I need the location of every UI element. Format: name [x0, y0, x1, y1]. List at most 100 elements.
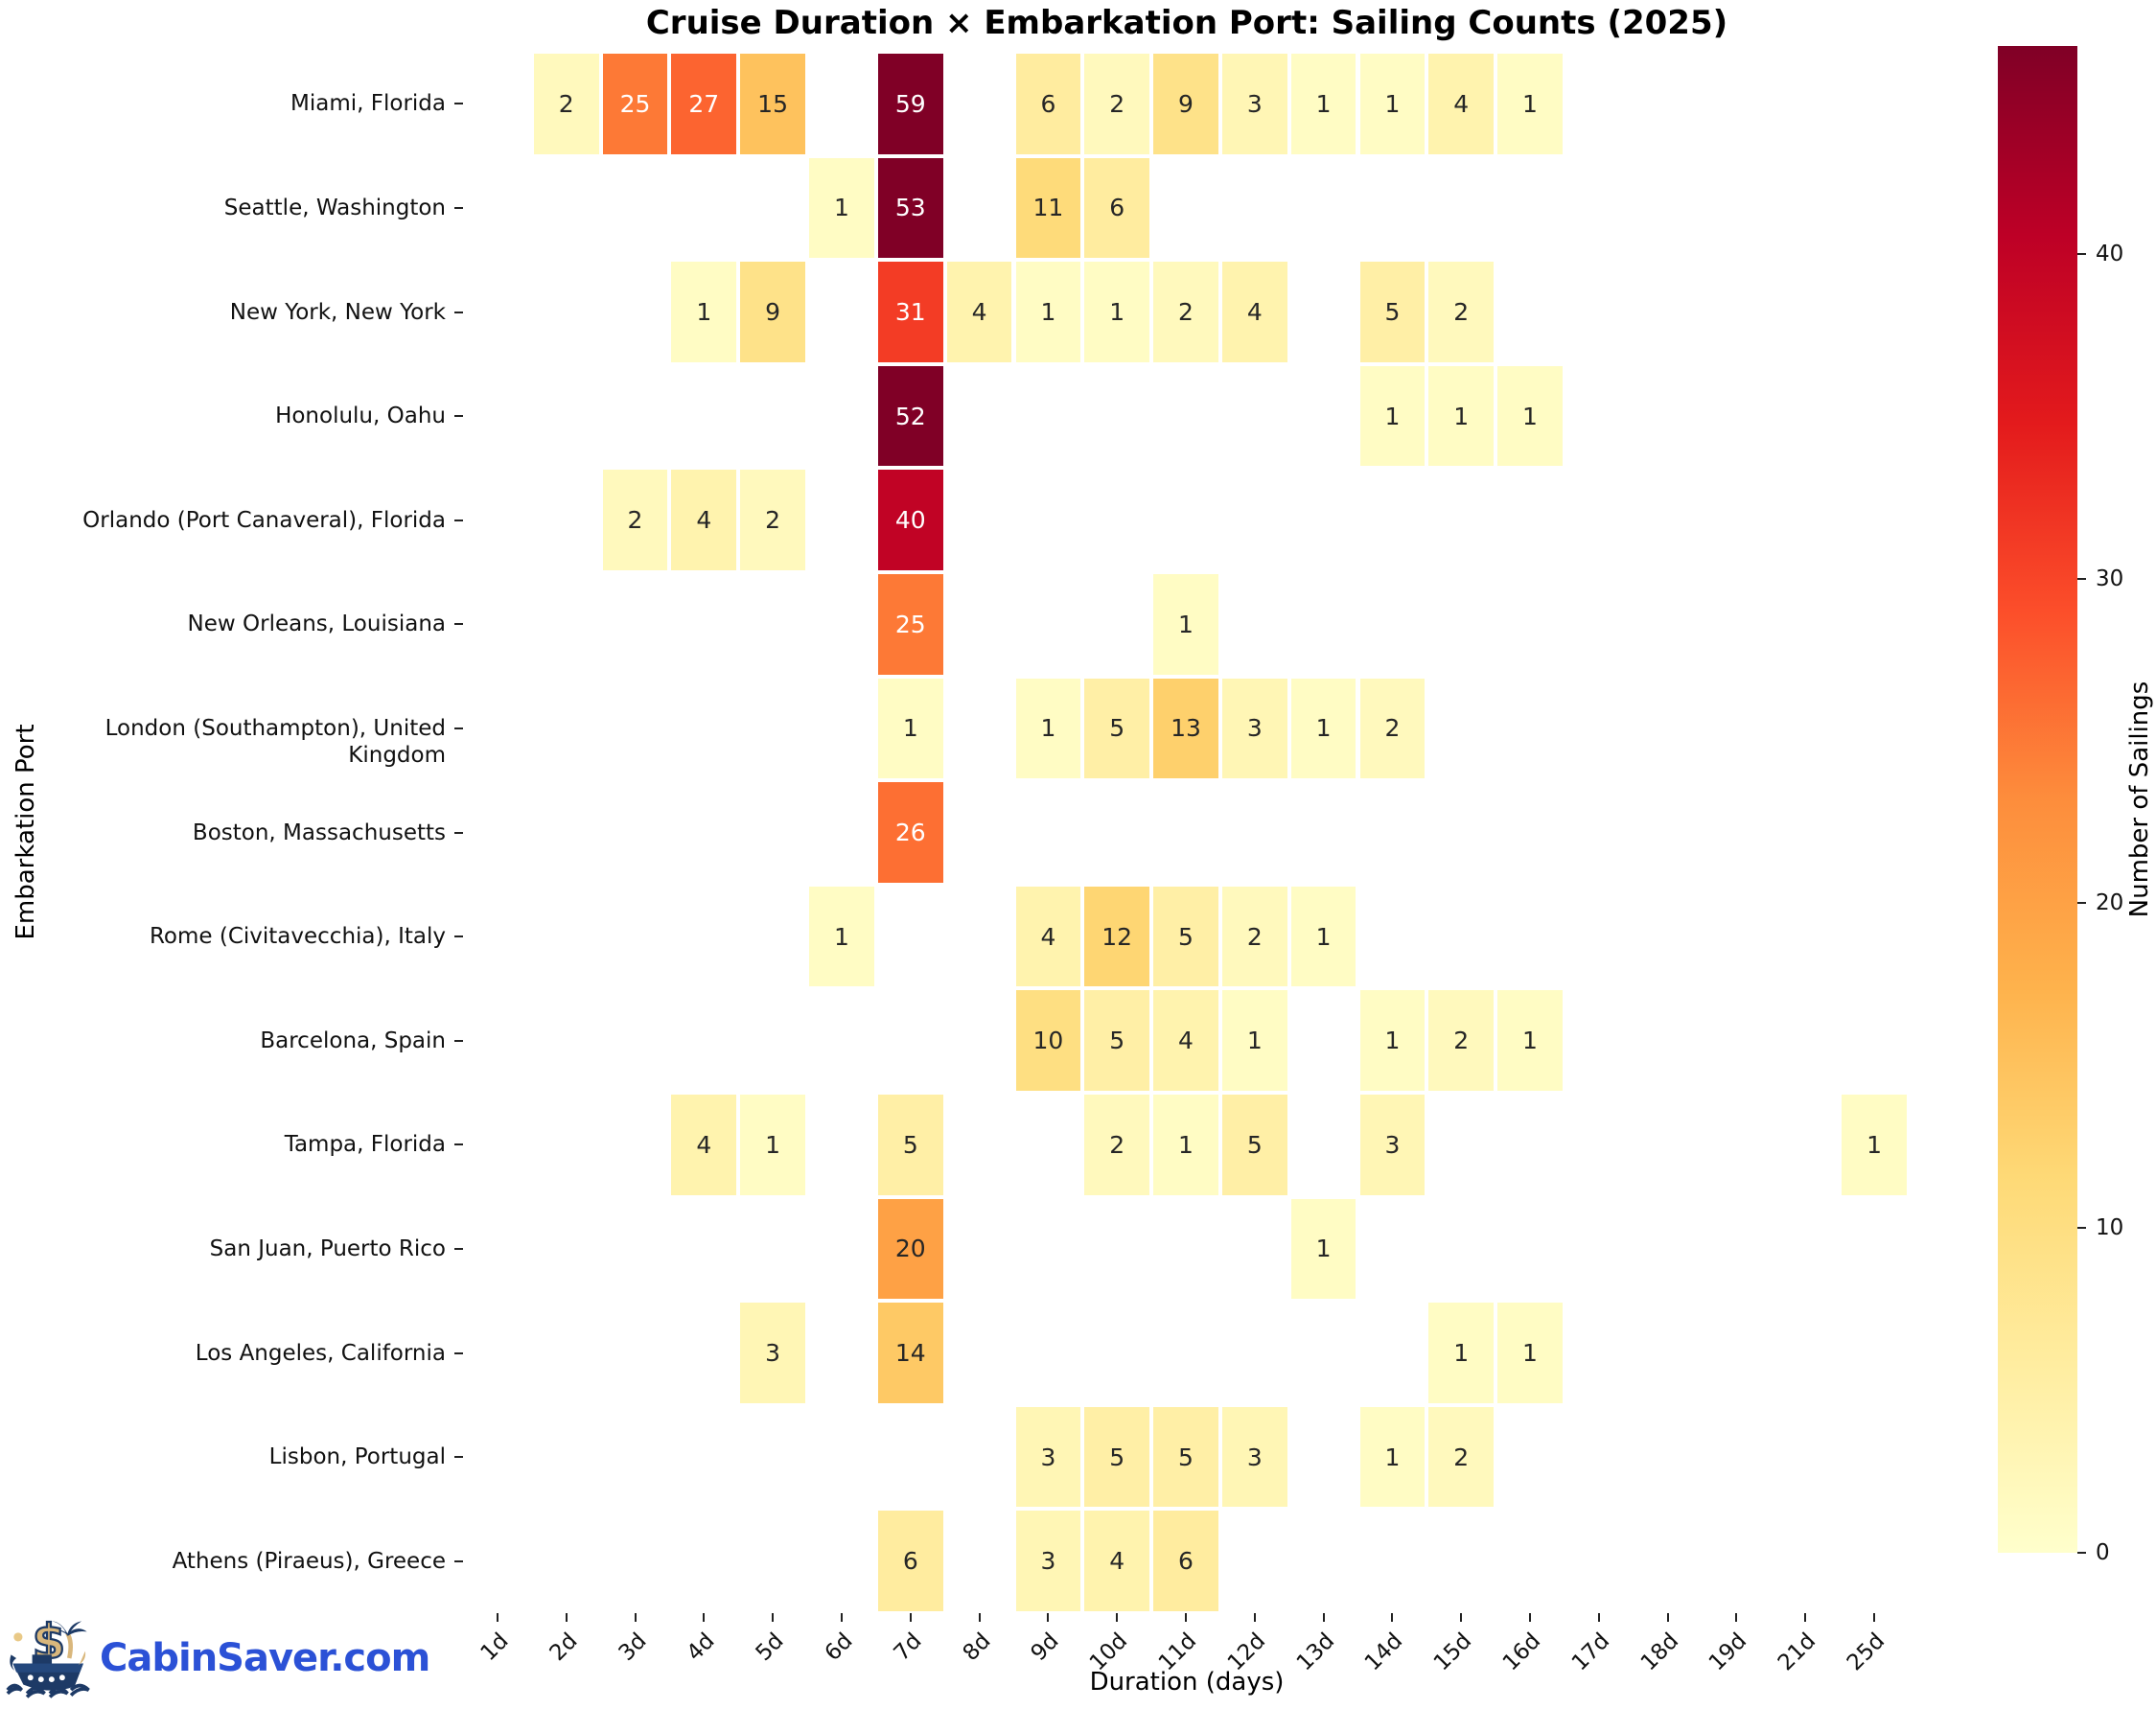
heatmap-cell: 1	[809, 157, 874, 259]
y-tick-label: Miami, Florida	[290, 91, 446, 116]
heatmap-cell: 3	[1221, 54, 1287, 154]
waves-icon	[6, 1683, 90, 1698]
x-tick-mark	[1460, 1613, 1462, 1622]
heatmap-cell: 5	[1153, 1406, 1218, 1508]
heatmap-cell: 4	[946, 262, 1012, 362]
x-tick-mark	[1598, 1613, 1600, 1622]
y-tick-mark	[454, 520, 463, 521]
colorbar-tick-mark	[2077, 1552, 2086, 1554]
x-tick-mark	[1735, 1613, 1737, 1622]
heatmap-cell: 1	[809, 886, 874, 987]
heatmap-cell: 1	[1428, 365, 1495, 467]
heatmap-cell: 59	[877, 54, 943, 154]
heatmap-cell: 27	[671, 54, 737, 154]
x-tick-label: 3d	[614, 1628, 652, 1667]
heatmap-cell: 1	[1497, 990, 1563, 1091]
heatmap-cell: 1	[1015, 678, 1081, 779]
y-tick-mark	[454, 623, 463, 625]
x-tick-label: 8d	[958, 1628, 996, 1667]
heatmap-cell: 3	[1015, 1511, 1081, 1611]
colorbar-title: Number of Sailings	[2125, 681, 2154, 918]
heatmap-cell: 2	[1428, 1406, 1495, 1508]
x-tick-mark	[1116, 1613, 1118, 1622]
heatmap-cell: 12	[1084, 886, 1150, 987]
y-tick-mark	[454, 1352, 463, 1354]
x-tick-mark	[1804, 1613, 1806, 1622]
colorbar-tick-label: 0	[2096, 1540, 2110, 1565]
heatmap-cell: 1	[671, 262, 737, 362]
heatmap-cell: 4	[1221, 262, 1287, 362]
y-tick-mark	[454, 103, 463, 104]
heatmap-cell: 4	[671, 1095, 737, 1195]
y-tick-label: London (Southampton), United Kingdom	[104, 716, 446, 768]
colorbar-tick-mark	[2077, 253, 2086, 255]
colorbar-tick-label: 20	[2096, 890, 2124, 915]
heatmap-cell: 6	[1084, 157, 1150, 259]
y-tick-label: San Juan, Puerto Rico	[209, 1236, 446, 1261]
heatmap-cell: 9	[1153, 54, 1218, 154]
heatmap-cell: 1	[1290, 678, 1356, 779]
y-tick-mark	[454, 415, 463, 417]
heatmap-cell: 5	[1221, 1095, 1287, 1195]
heatmap-cell: 4	[671, 470, 737, 570]
palm-tree-icon	[48, 1621, 87, 1659]
heatmap-cell: 6	[1153, 1511, 1218, 1611]
heatmap-cell: 1	[1359, 990, 1426, 1091]
x-tick-mark	[1529, 1613, 1531, 1622]
heatmap-cell: 1	[1497, 54, 1563, 154]
heatmap-cell: 1	[1015, 262, 1081, 362]
x-tick-label: 2d	[545, 1628, 583, 1667]
x-tick-mark	[497, 1613, 498, 1622]
heatmap-cell: 20	[877, 1198, 943, 1300]
heatmap-cell: 1	[1359, 54, 1426, 154]
heatmap-cell: 26	[877, 782, 943, 883]
heatmap-cell: 3	[1221, 678, 1287, 779]
y-tick-label: Lisbon, Portugal	[268, 1444, 446, 1469]
y-tick-label: Rome (Civitavecchia), Italy	[149, 924, 446, 949]
y-tick-label: Seattle, Washington	[223, 196, 446, 220]
heatmap-cell: 1	[1359, 1406, 1426, 1508]
x-tick-mark	[1391, 1613, 1393, 1622]
y-tick-label: Barcelona, Spain	[260, 1028, 446, 1053]
chart-title: Cruise Duration × Embarkation Port: Sail…	[645, 4, 1728, 42]
x-tick-mark	[703, 1613, 705, 1622]
y-tick-label: Athens (Piraeus), Greece	[172, 1549, 446, 1574]
x-tick-label: 4d	[682, 1628, 720, 1667]
heatmap-cell: 1	[1428, 1303, 1495, 1403]
heatmap-cell: 1	[1221, 990, 1287, 1091]
x-tick-label: 1d	[475, 1628, 514, 1667]
heatmap-cell: 3	[1359, 1095, 1426, 1195]
heatmap-cell: 5	[1359, 262, 1426, 362]
heatmap-cell: 2	[1221, 886, 1287, 987]
heatmap-cell: 2	[602, 470, 668, 570]
heatmap-cell: 2	[1084, 1095, 1150, 1195]
heatmap-cell: 1	[1153, 1095, 1218, 1195]
colorbar-gradient	[1998, 46, 2077, 1553]
colorbar-tick-label: 10	[2096, 1215, 2124, 1240]
y-tick-mark	[454, 1040, 463, 1042]
heatmap-cell: 1	[1497, 365, 1563, 467]
heatmap-cell: 1	[1842, 1095, 1907, 1195]
heatmap-cell: 5	[1084, 678, 1150, 779]
heatmap-cell: 40	[877, 470, 943, 570]
heatmap-cell: 1	[1290, 886, 1356, 987]
heatmap-cell: 11	[1015, 157, 1081, 259]
heatmap-cell: 10	[1015, 990, 1081, 1091]
heatmap-cell: 31	[877, 262, 943, 362]
heatmap-cell: 2	[533, 54, 599, 154]
x-tick-mark	[635, 1613, 637, 1622]
y-tick-mark	[454, 727, 463, 729]
heatmap-cell: 1	[1359, 365, 1426, 467]
colorbar-tick-label: 30	[2096, 566, 2124, 591]
heatmap-cell: 1	[1290, 54, 1356, 154]
heatmap-cell: 3	[1015, 1406, 1081, 1508]
x-tick-label: 7d	[889, 1628, 927, 1667]
x-tick-mark	[772, 1613, 774, 1622]
cabinsaver-logo-text: CabinSaver.com	[100, 1636, 430, 1680]
heatmap-cell: 2	[1428, 262, 1495, 362]
heatmap-cell: 2	[1428, 990, 1495, 1091]
cruise-ship-logo-icon: $	[6, 1613, 90, 1698]
y-tick-label: Honolulu, Oahu	[275, 404, 446, 428]
x-tick-mark	[979, 1613, 981, 1622]
heatmap-cell: 13	[1153, 678, 1218, 779]
